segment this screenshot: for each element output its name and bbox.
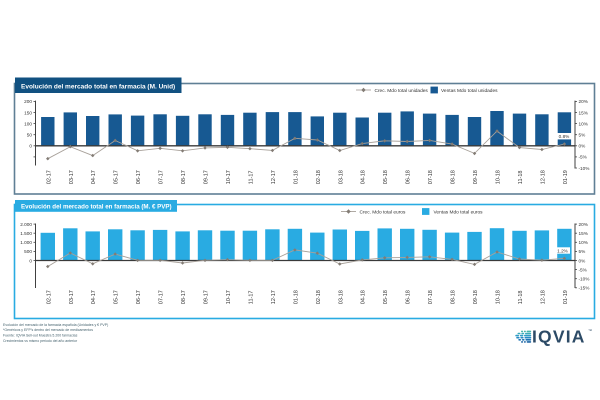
svg-text:01-18: 01-18 <box>293 170 299 184</box>
svg-text:12-18: 12-18 <box>540 290 546 304</box>
svg-text:01-19: 01-19 <box>563 170 569 184</box>
svg-text:Evolución del mercado total en: Evolución del mercado total en farmacia … <box>21 84 175 91</box>
svg-text:™: ™ <box>588 328 592 333</box>
svg-text:02-17: 02-17 <box>46 290 52 304</box>
svg-text:-10%: -10% <box>579 277 590 282</box>
svg-text:04-18: 04-18 <box>361 170 367 184</box>
svg-text:09-18: 09-18 <box>473 290 479 304</box>
svg-text:11-18: 11-18 <box>518 171 524 185</box>
svg-text:07-17: 07-17 <box>159 290 165 304</box>
svg-text:-5%: -5% <box>579 267 587 272</box>
svg-text:06-17: 06-17 <box>136 290 142 304</box>
svg-text:100: 100 <box>24 121 32 126</box>
svg-text:12-17: 12-17 <box>271 290 277 304</box>
svg-text:07-18: 07-18 <box>428 170 434 184</box>
svg-text:11-18: 11-18 <box>518 291 524 305</box>
svg-text:-10%: -10% <box>579 166 590 171</box>
svg-text:03-17: 03-17 <box>69 170 75 184</box>
svg-text:11-17: 11-17 <box>248 171 254 185</box>
svg-text:200: 200 <box>24 99 32 104</box>
svg-text:10-17: 10-17 <box>226 170 232 184</box>
svg-text:-5%: -5% <box>579 155 587 160</box>
svg-text:08-17: 08-17 <box>181 290 187 304</box>
svg-text:10-18: 10-18 <box>496 290 502 304</box>
svg-text:12-17: 12-17 <box>271 170 277 184</box>
svg-text:Fuente: IQVIA Sell-out Muestra: Fuente: IQVIA Sell-out Muestra 5.200 far… <box>3 334 78 338</box>
svg-text:02-18: 02-18 <box>316 290 322 304</box>
svg-text:06-18: 06-18 <box>406 290 412 304</box>
svg-text:01-18: 01-18 <box>293 290 299 304</box>
svg-text:1.2%: 1.2% <box>557 249 568 254</box>
svg-text:Crec. Mdo total euros: Crec. Mdo total euros <box>360 209 406 215</box>
svg-text:03-18: 03-18 <box>338 290 344 304</box>
svg-text:Crecimientos vs mismo periodo: Crecimientos vs mismo periodo del año an… <box>3 339 78 343</box>
svg-text:0%: 0% <box>579 258 586 263</box>
svg-text:*Genéricos y EFP's dentro del: *Genéricos y EFP's dentro del mercado de… <box>3 328 93 332</box>
svg-text:5%: 5% <box>579 249 586 254</box>
svg-text:05-18: 05-18 <box>383 170 389 184</box>
svg-text:Crec. Mdo total unidades: Crec. Mdo total unidades <box>375 88 429 94</box>
svg-text:15%: 15% <box>579 231 588 236</box>
svg-text:05-17: 05-17 <box>114 290 120 304</box>
svg-text:Evolución del mercado total en: Evolución del mercado total en farmacia … <box>21 204 172 211</box>
svg-text:09-17: 09-17 <box>204 170 210 184</box>
svg-text:Ventas Mdo total euros: Ventas Mdo total euros <box>434 209 484 215</box>
svg-text:1.500: 1.500 <box>20 231 32 236</box>
svg-text:09-18: 09-18 <box>473 170 479 184</box>
svg-text:Ventas Mdo total unidades: Ventas Mdo total unidades <box>441 88 498 94</box>
svg-text:06-17: 06-17 <box>136 170 142 184</box>
svg-text:0%: 0% <box>579 144 586 149</box>
svg-text:-15%: -15% <box>579 286 590 291</box>
svg-text:IQVIA: IQVIA <box>532 327 586 347</box>
svg-text:500: 500 <box>24 249 32 254</box>
svg-text:07-18: 07-18 <box>428 290 434 304</box>
svg-text:0.8%: 0.8% <box>559 134 570 139</box>
svg-text:02-17: 02-17 <box>46 170 52 184</box>
svg-text:03-18: 03-18 <box>338 170 344 184</box>
svg-text:15%: 15% <box>579 110 588 115</box>
svg-text:10%: 10% <box>579 240 588 245</box>
svg-text:0: 0 <box>29 144 32 149</box>
svg-text:1.000: 1.000 <box>20 240 32 245</box>
svg-text:Evolución del mercado de la fa: Evolución del mercado de la farmacia esp… <box>3 323 108 327</box>
svg-text:08-18: 08-18 <box>451 290 457 304</box>
svg-text:09-17: 09-17 <box>204 290 210 304</box>
svg-text:50: 50 <box>27 133 33 138</box>
svg-text:02-18: 02-18 <box>316 170 322 184</box>
svg-text:04-17: 04-17 <box>91 170 97 184</box>
svg-text:20%: 20% <box>579 99 588 104</box>
svg-text:12-18: 12-18 <box>540 170 546 184</box>
svg-text:5%: 5% <box>579 133 586 138</box>
svg-text:05-17: 05-17 <box>114 170 120 184</box>
svg-text:08-17: 08-17 <box>181 170 187 184</box>
svg-text:2.000: 2.000 <box>20 222 32 227</box>
svg-text:01-19: 01-19 <box>563 290 569 304</box>
svg-text:06-18: 06-18 <box>406 170 412 184</box>
svg-text:04-17: 04-17 <box>91 290 97 304</box>
svg-text:10%: 10% <box>579 121 588 126</box>
svg-text:0: 0 <box>29 258 32 263</box>
svg-text:150: 150 <box>24 110 32 115</box>
svg-text:04-18: 04-18 <box>361 290 367 304</box>
svg-text:11-17: 11-17 <box>248 291 254 305</box>
svg-text:07-17: 07-17 <box>159 170 165 184</box>
svg-text:20%: 20% <box>579 222 588 227</box>
svg-text:10-18: 10-18 <box>496 170 502 184</box>
svg-text:03-17: 03-17 <box>69 290 75 304</box>
svg-text:05-18: 05-18 <box>383 290 389 304</box>
svg-text:10-17: 10-17 <box>226 290 232 304</box>
svg-text:08-18: 08-18 <box>451 170 457 184</box>
